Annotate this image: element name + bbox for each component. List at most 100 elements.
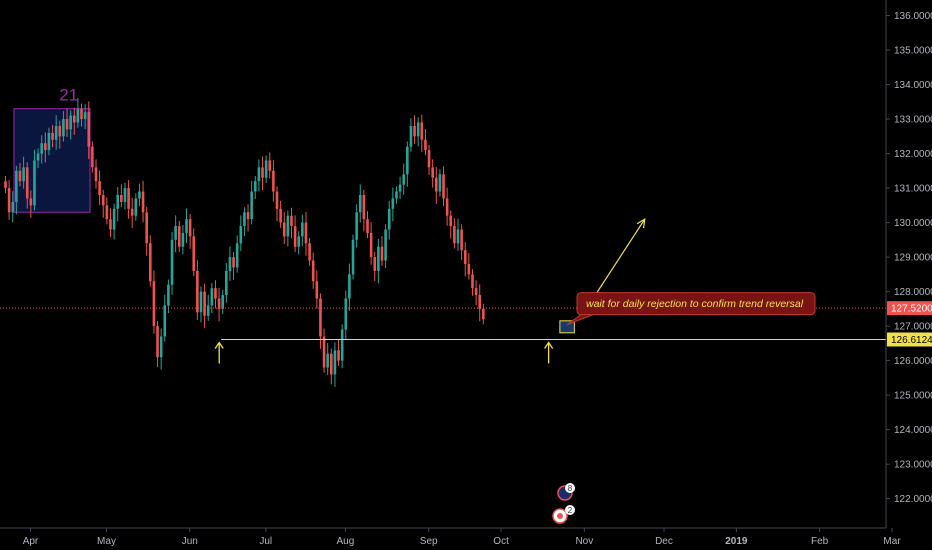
candle-body: [456, 229, 460, 244]
candle: [272, 160, 275, 202]
candle-body: [380, 246, 384, 261]
candle: [257, 159, 261, 192]
candle-body: [22, 167, 25, 182]
up-arrow-icon: [544, 341, 554, 364]
candle: [40, 135, 43, 164]
candle: [322, 328, 326, 373]
time-tick-label: Mar: [883, 536, 901, 547]
event-marker[interactable]: 2: [552, 505, 575, 524]
time-tick-label: May: [97, 536, 116, 547]
price-tick-label: 126.0000: [894, 356, 932, 367]
candle: [80, 103, 83, 127]
candle: [453, 218, 456, 249]
candle: [467, 253, 471, 280]
candle: [304, 211, 308, 256]
candle-body: [199, 291, 203, 313]
candle-body: [105, 205, 109, 220]
candle-body: [47, 132, 51, 151]
note-text: wait for daily rejection to confirm tren…: [586, 298, 804, 310]
candle-body: [7, 188, 11, 213]
candle-body: [373, 257, 377, 271]
candle: [65, 108, 69, 138]
time-axis[interactable]: Apr May Jun Jul Aug Sep Oct Nov Dec 2019 Feb Mar: [0, 527, 901, 547]
candle: [311, 252, 315, 289]
candle-body: [366, 219, 369, 233]
candle: [51, 124, 54, 148]
count-label: 21: [59, 86, 78, 105]
candle-body: [44, 143, 47, 151]
candle-body: [196, 270, 199, 313]
event-count-badge: [565, 505, 575, 515]
candle-body: [11, 201, 15, 213]
candle-body: [152, 281, 156, 327]
candle: [297, 231, 301, 255]
price-tick-label: 135.0000: [894, 46, 932, 57]
candle: [44, 132, 47, 163]
candle: [424, 129, 427, 156]
candle-body: [330, 353, 333, 375]
candle-body: [51, 132, 54, 140]
time-tick-label: 2019: [725, 536, 748, 547]
candle-body: [301, 222, 304, 237]
event-marker[interactable]: 8: [557, 483, 575, 501]
up-arrow-head: [544, 341, 554, 349]
candle: [94, 159, 98, 189]
candle: [362, 189, 366, 232]
candle-body: [214, 288, 217, 299]
candle-body: [398, 184, 402, 192]
time-tick-label: Jul: [259, 536, 272, 547]
candle-body: [58, 125, 62, 137]
candle: [427, 144, 431, 175]
price-axis[interactable]: 122.0000 123.0000 124.0000 125.0000 126.0000…: [885, 0, 932, 528]
candle: [406, 141, 409, 187]
candle: [449, 210, 453, 239]
candle-body: [101, 194, 105, 206]
candle: [199, 286, 203, 323]
candle: [250, 180, 253, 225]
note-callout[interactable]: wait for daily rejection to confirm tren…: [566, 292, 816, 326]
candle-body: [362, 194, 366, 220]
candle: [315, 270, 319, 309]
candle: [413, 115, 416, 144]
candle-body: [416, 122, 420, 137]
candle: [18, 162, 22, 187]
level-price-tag: 126.6124: [887, 332, 932, 347]
candle-body: [36, 153, 40, 161]
time-tick-label: Sep: [420, 536, 438, 547]
price-tick-label: 134.0000: [894, 80, 932, 91]
candle-body: [326, 353, 329, 368]
price-tick-label: 130.0000: [894, 218, 932, 229]
candle-body: [460, 229, 463, 251]
candle: [326, 343, 329, 376]
candle-body: [482, 308, 485, 320]
event-count: 8: [568, 484, 573, 493]
last-price-tag-label: 127.5200: [891, 304, 932, 315]
candle-body: [149, 243, 152, 282]
candle: [181, 225, 185, 255]
candle-body: [474, 288, 478, 296]
candle: [384, 224, 387, 269]
candle-body: [268, 160, 272, 171]
candle-body: [72, 115, 76, 123]
candle-body: [467, 264, 471, 275]
candle-body: [188, 219, 192, 237]
candle-body: [203, 291, 206, 316]
candle-body: [286, 215, 290, 237]
time-tick-label: Aug: [337, 536, 355, 547]
candle-body: [65, 119, 69, 130]
candle: [366, 211, 369, 239]
candle-body: [83, 112, 87, 120]
candle: [221, 289, 224, 315]
candle: [478, 284, 482, 322]
candle-body: [427, 150, 431, 168]
candle-body: [322, 336, 326, 368]
candle: [22, 156, 25, 189]
candle-body: [409, 125, 413, 147]
candle-body: [442, 174, 445, 199]
candle: [159, 328, 163, 370]
candle: [358, 184, 362, 223]
candle: [456, 218, 460, 251]
price-tick-label: 127.0000: [894, 322, 932, 333]
up-arrow-icon: [214, 341, 224, 364]
